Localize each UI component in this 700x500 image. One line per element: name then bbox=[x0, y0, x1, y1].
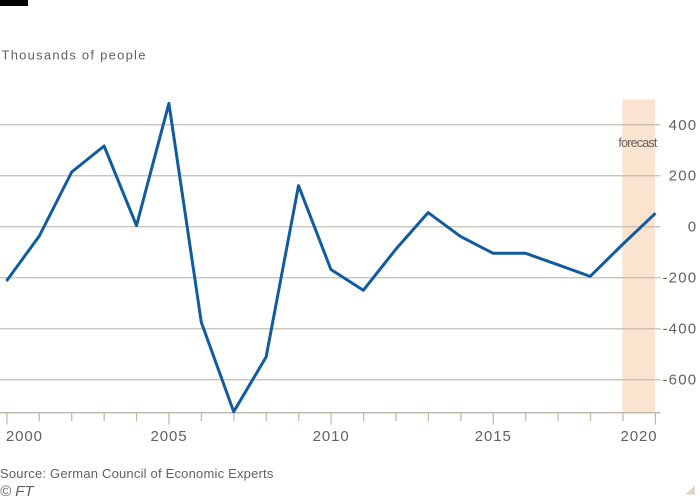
svg-text:2010: 2010 bbox=[313, 428, 350, 445]
svg-text:Source: German Council of Econ: Source: German Council of Economic Exper… bbox=[0, 466, 274, 481]
svg-text:-600: -600 bbox=[662, 371, 697, 388]
svg-text:forecast: forecast bbox=[618, 136, 657, 150]
svg-text:© FT: © FT bbox=[0, 483, 35, 500]
svg-text:200: 200 bbox=[669, 168, 698, 185]
svg-text:2005: 2005 bbox=[151, 428, 188, 445]
svg-text:2015: 2015 bbox=[475, 428, 512, 445]
svg-text:400: 400 bbox=[669, 117, 698, 134]
svg-text:-200: -200 bbox=[662, 270, 697, 287]
svg-text:-400: -400 bbox=[662, 320, 697, 337]
svg-text:0: 0 bbox=[688, 219, 698, 236]
svg-text:2020: 2020 bbox=[621, 428, 658, 445]
svg-text:Thousands of people: Thousands of people bbox=[2, 47, 147, 62]
svg-text:2000: 2000 bbox=[6, 428, 43, 445]
